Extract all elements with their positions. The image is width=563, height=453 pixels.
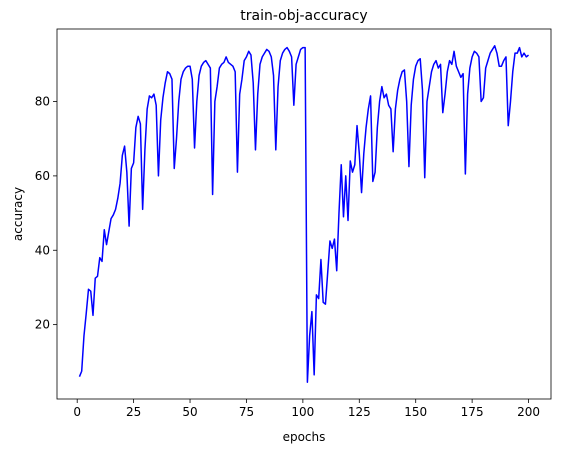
y-tick-label: 60 xyxy=(35,169,50,183)
x-tick-label: 150 xyxy=(404,405,427,419)
data-line xyxy=(78,44,530,384)
y-tick-label: 20 xyxy=(35,318,50,332)
x-tick-label: 100 xyxy=(291,405,314,419)
y-axis-label: accuracy xyxy=(11,187,25,241)
x-tick-label: 75 xyxy=(239,405,254,419)
x-tick-label: 200 xyxy=(517,405,540,419)
x-tick-label: 25 xyxy=(126,405,141,419)
y-tick-label: 40 xyxy=(35,243,50,257)
y-tick-label: 80 xyxy=(35,95,50,109)
x-tick-label: 0 xyxy=(73,405,81,419)
x-tick-label: 175 xyxy=(461,405,484,419)
x-tick-label: 125 xyxy=(348,405,371,419)
x-tick-label: 50 xyxy=(182,405,197,419)
chart-title: train-obj-accuracy xyxy=(240,8,367,24)
x-axis-label: epochs xyxy=(283,430,326,444)
plot-frame xyxy=(56,28,552,400)
